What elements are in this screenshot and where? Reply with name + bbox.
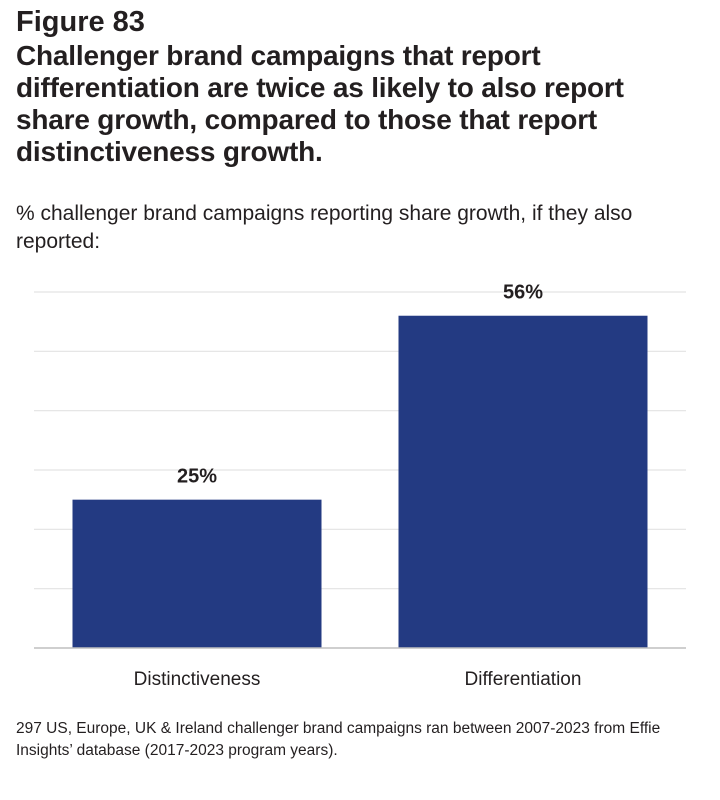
chart-subtitle: % challenger brand campaigns reporting s…: [16, 202, 633, 253]
tick-label-distinctiveness: Distinctiveness: [134, 669, 261, 690]
data-labels: 25% 56%: [177, 282, 543, 488]
data-label-distinctiveness: 25%: [177, 466, 217, 488]
category-tick-labels: Distinctiveness Differentiation: [134, 669, 582, 690]
bar-chart: 25% 56% Distinctiveness Differentiation: [34, 282, 686, 690]
figure-label: Figure 83: [16, 6, 145, 38]
source-footnote: 297 US, Europe, UK & Ireland challenger …: [16, 720, 661, 759]
bar-distinctiveness: [72, 499, 322, 648]
bars: [72, 315, 648, 648]
data-label-differentiation: 56%: [503, 282, 543, 304]
chart-headline: Challenger brand campaigns that report d…: [16, 40, 624, 167]
bar-differentiation: [398, 315, 648, 648]
tick-label-differentiation: Differentiation: [465, 669, 582, 690]
